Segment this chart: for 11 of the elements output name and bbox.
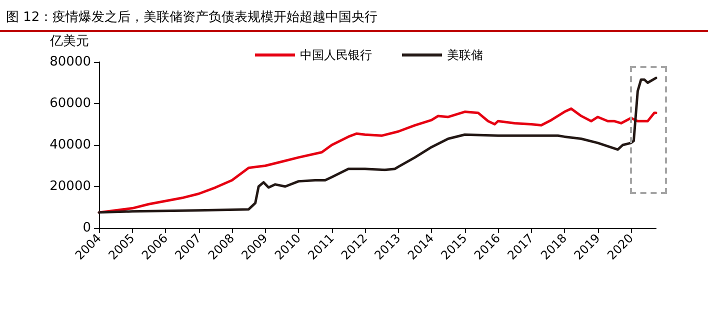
y-axis-title: 亿美元 — [49, 33, 89, 49]
legend-label: 中国人民银行 — [300, 48, 372, 62]
legend-label: 美联储 — [447, 48, 483, 62]
y-tick-label: 0 — [82, 220, 91, 236]
y-tick-label: 80000 — [50, 54, 91, 70]
y-tick-label: 60000 — [50, 96, 91, 111]
y-tick-label: 20000 — [50, 179, 91, 194]
chart-title: 图 12：疫情爆发之后，美联储资产负债表规模开始超越中国央行 — [6, 9, 378, 26]
line-series — [98, 107, 658, 214]
line-series — [98, 76, 658, 214]
y-tick-label: 40000 — [50, 138, 91, 152]
